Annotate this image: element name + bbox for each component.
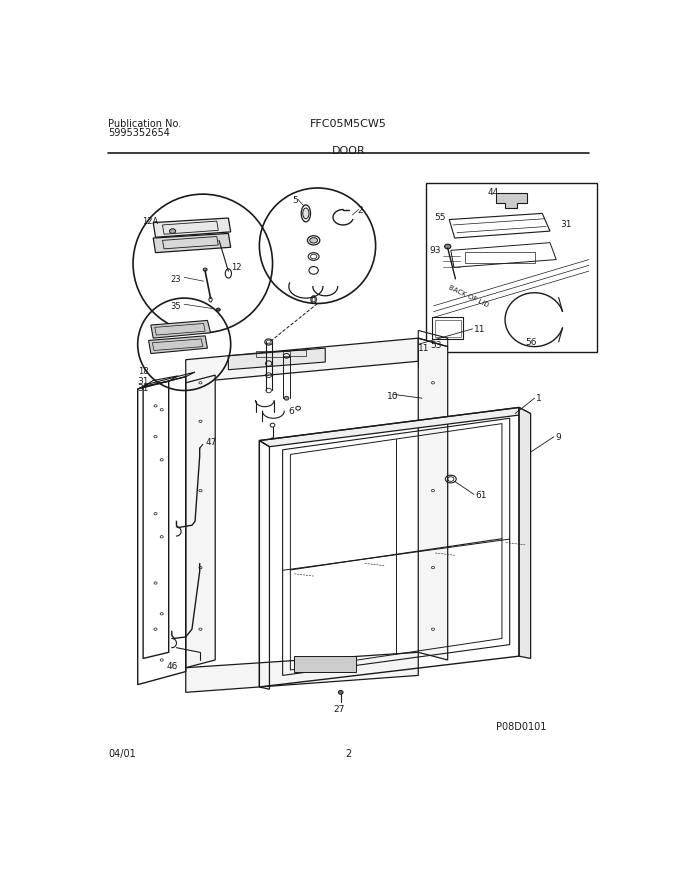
Text: 23: 23 [170,275,181,284]
Text: 35: 35 [170,302,181,311]
Text: 04/01: 04/01 [108,749,136,759]
Text: 31: 31 [137,385,149,393]
Text: DOOR: DOOR [332,145,365,156]
Polygon shape [186,375,215,668]
Bar [432,318,463,339]
Bar [256,351,290,357]
Text: 6: 6 [288,407,294,416]
Text: 93: 93 [430,246,441,254]
Ellipse shape [284,396,289,400]
Text: 27: 27 [333,705,344,714]
Bar [283,349,306,356]
Ellipse shape [445,245,451,249]
Text: P08D0101: P08D0101 [496,722,546,731]
Bar [435,319,461,337]
Polygon shape [259,407,530,447]
Text: 10: 10 [387,392,398,401]
Ellipse shape [216,308,220,312]
Text: 31: 31 [137,378,149,386]
Text: 18: 18 [137,368,148,377]
Text: 9: 9 [556,433,561,442]
Polygon shape [519,407,530,658]
Text: 61: 61 [475,491,487,501]
Text: 1: 1 [536,394,542,403]
Bar [426,182,596,352]
Polygon shape [228,348,325,370]
Text: 5: 5 [292,196,299,205]
Text: 31: 31 [560,219,572,229]
Polygon shape [148,336,207,354]
Polygon shape [496,193,527,208]
Polygon shape [418,338,447,660]
Ellipse shape [169,229,175,233]
Text: 5995352654: 5995352654 [108,128,170,138]
Bar [294,656,356,671]
Bar [464,252,534,262]
Text: 47: 47 [205,438,216,447]
Text: 11: 11 [474,325,486,334]
Ellipse shape [303,208,309,219]
Text: 2: 2 [358,206,363,215]
Ellipse shape [310,238,318,243]
Text: 11: 11 [418,344,430,353]
Text: 53: 53 [430,341,441,350]
Text: 56: 56 [525,338,537,347]
Text: 44: 44 [488,188,499,197]
Text: FFC05M5CW5: FFC05M5CW5 [310,120,387,129]
Text: 12A: 12A [142,217,158,226]
Polygon shape [186,652,418,693]
Polygon shape [153,218,231,238]
Polygon shape [153,233,231,253]
Ellipse shape [203,268,207,271]
Text: 55: 55 [435,213,446,223]
Text: 2: 2 [345,749,352,759]
Text: BACK OF LID: BACK OF LID [447,284,490,308]
Ellipse shape [339,691,343,694]
Text: 46: 46 [167,662,177,671]
Polygon shape [186,338,418,383]
Text: Publication No.: Publication No. [108,120,182,129]
Ellipse shape [271,438,274,440]
Text: 12: 12 [231,263,241,273]
Polygon shape [151,320,211,338]
